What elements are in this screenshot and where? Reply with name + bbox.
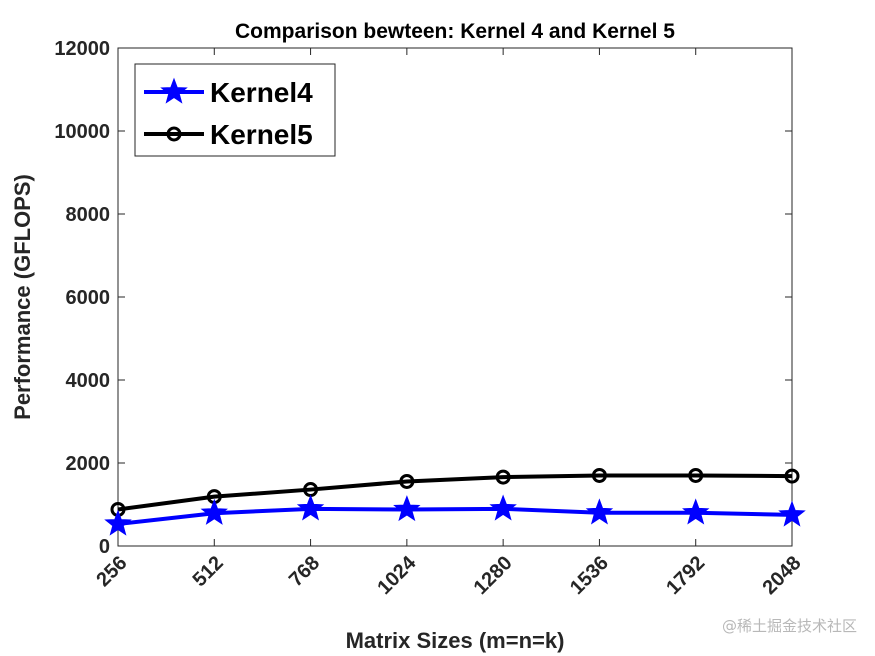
chart-title: Comparison bewteen: Kernel 4 and Kernel … (235, 20, 675, 43)
data-point-kernel4 (200, 498, 228, 525)
y-tick-label: 4000 (66, 370, 111, 392)
data-point-kernel4 (296, 494, 325, 521)
data-point-kernel5 (495, 469, 511, 485)
data-point-kernel4 (393, 495, 421, 522)
x-tick-label: 2048 (759, 552, 806, 599)
y-tick-label: 6000 (66, 287, 111, 309)
y-tick-label: 2000 (66, 453, 111, 475)
x-tick-label: 1024 (373, 551, 421, 599)
x-tick-label: 1536 (566, 552, 613, 599)
y-tick-label: 0 (99, 536, 110, 558)
data-point-kernel4 (682, 498, 710, 525)
x-tick-label: 512 (189, 552, 228, 591)
data-point-kernel4 (489, 494, 517, 521)
y-tick-label: 10000 (54, 121, 110, 143)
data-point-kernel4 (778, 500, 806, 527)
series-kernel4 (104, 494, 806, 536)
watermark: @稀土掘金技术社区 (721, 617, 857, 635)
y-tick-label: 12000 (54, 38, 110, 60)
x-tick-label: 768 (285, 552, 324, 591)
y-axis-label: Performance (GFLOPS) (10, 174, 35, 420)
legend-box (134, 63, 336, 157)
y-tick-label: 8000 (66, 204, 111, 226)
legend-marker-kernel5 (166, 126, 182, 142)
x-tick-label: 1280 (470, 552, 517, 599)
legend-marker-kernel4 (160, 77, 188, 104)
legend: Kernel4 Kernel5 (134, 63, 336, 157)
data-point-kernel5 (591, 467, 607, 483)
series-line-kernel4 (117, 506, 793, 526)
data-point-kernel5 (399, 473, 415, 489)
x-axis-label: Matrix Sizes (m=n=k) (346, 628, 565, 653)
series-line-kernel5 (117, 473, 793, 512)
data-point-kernel5 (784, 468, 800, 484)
data-point-kernel4 (585, 498, 614, 525)
x-tick-label: 1792 (662, 552, 709, 599)
data-point-kernel5 (688, 467, 704, 483)
legend-label-kernel4: Kernel4 (210, 77, 313, 108)
data-point-kernel4 (104, 509, 132, 536)
legend-label-kernel5: Kernel5 (210, 119, 313, 150)
